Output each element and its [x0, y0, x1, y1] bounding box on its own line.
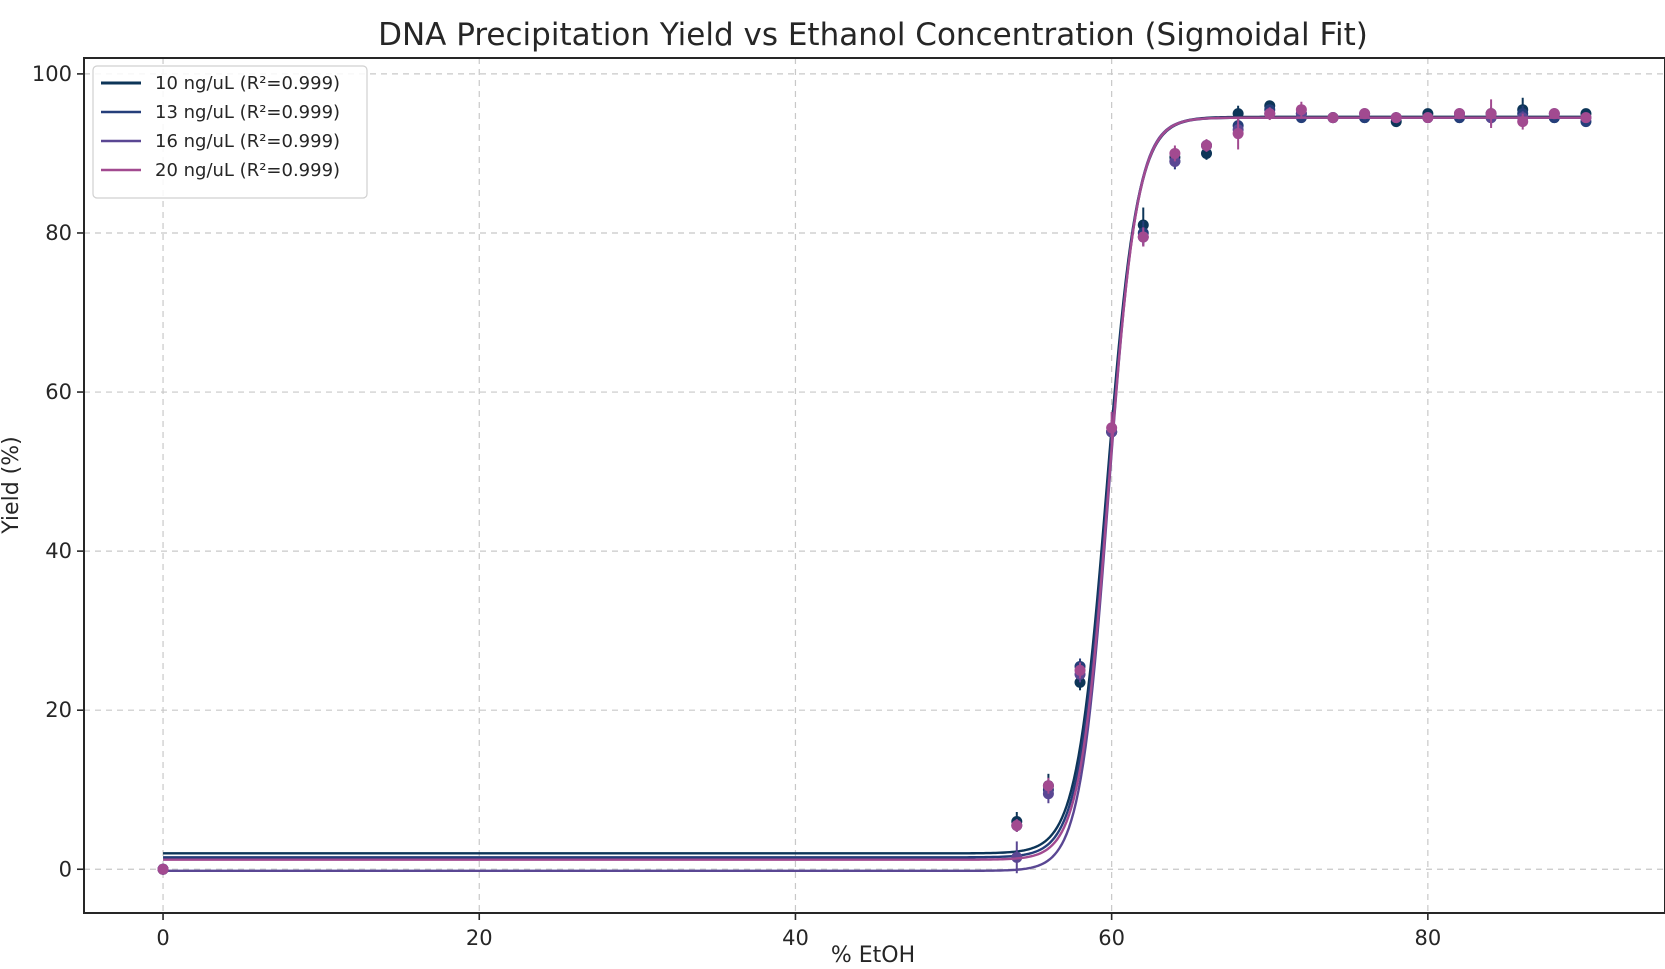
data-point — [1264, 108, 1276, 120]
data-point — [1232, 128, 1244, 140]
fit-curve — [163, 116, 1586, 873]
legend-label: 16 ng/uL (R²=0.999) — [155, 131, 340, 152]
data-point — [1548, 108, 1560, 120]
fit-curve — [163, 116, 1586, 859]
y-tick-label: 0 — [59, 857, 72, 881]
y-tick-label: 40 — [45, 539, 72, 563]
data-point — [1390, 112, 1402, 124]
x-tick-label: 80 — [1414, 926, 1441, 950]
legend-item: 13 ng/uL (R²=0.999) — [101, 102, 340, 123]
y-axis-label: Yield (%) — [0, 436, 24, 534]
series-4 — [157, 99, 1592, 875]
data-point — [1232, 108, 1244, 120]
y-tick-label: 80 — [45, 221, 72, 245]
legend-label: 20 ng/uL (R²=0.999) — [155, 160, 340, 181]
fit-curve — [163, 116, 1586, 861]
data-point — [1011, 820, 1023, 832]
legend: 10 ng/uL (R²=0.999) 13 ng/uL (R²=0.999) 16… — [92, 65, 368, 199]
legend-label: 10 ng/uL (R²=0.999) — [155, 73, 340, 94]
legend-label: 13 ng/uL (R²=0.999) — [155, 102, 340, 123]
y-tick-label: 60 — [45, 380, 72, 404]
data-point — [1422, 112, 1434, 124]
x-axis-label: % EtOH — [831, 943, 915, 968]
series-3 — [157, 108, 1592, 875]
data-point — [1517, 116, 1529, 128]
y-tick-label: 20 — [45, 698, 72, 722]
data-point — [157, 863, 169, 875]
x-tick-label: 60 — [1098, 926, 1125, 950]
data-point — [1201, 147, 1213, 159]
legend-item: 20 ng/uL (R²=0.999) — [101, 160, 340, 181]
series-1 — [157, 97, 1592, 875]
data-point — [1453, 108, 1465, 120]
data-point — [1106, 422, 1118, 434]
data-point — [1580, 112, 1592, 124]
series-2 — [157, 104, 1592, 875]
data-point — [1327, 112, 1339, 124]
legend-box — [92, 65, 368, 199]
data-point — [1042, 780, 1054, 792]
x-tick-label: 20 — [466, 926, 493, 950]
data-point — [1201, 139, 1213, 151]
data-point — [1359, 108, 1371, 120]
data-point — [1074, 664, 1086, 676]
plot-frame — [83, 57, 1665, 914]
legend-item: 16 ng/uL (R²=0.999) — [101, 131, 340, 152]
legend-item: 10 ng/uL (R²=0.999) — [101, 73, 340, 94]
data-point — [1295, 104, 1307, 116]
data-point — [1485, 108, 1497, 120]
x-tick-label: 0 — [156, 926, 169, 950]
y-tick-label: 100 — [32, 62, 72, 86]
data-point — [1137, 231, 1149, 243]
chart-title: DNA Precipitation Yield vs Ethanol Conce… — [378, 17, 1368, 53]
series-layer — [157, 97, 1592, 875]
fit-curve — [163, 115, 1586, 855]
data-point — [1169, 147, 1181, 159]
x-tick-label: 40 — [782, 926, 809, 950]
ticks: 0 20 40 60 80 0 20 40 60 80 100 — [32, 62, 1441, 950]
